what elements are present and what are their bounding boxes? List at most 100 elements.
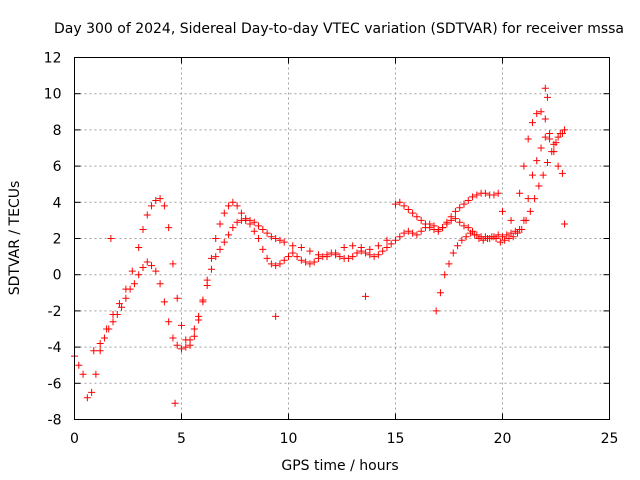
data-point bbox=[171, 399, 179, 407]
data-point bbox=[314, 251, 322, 259]
series-upper-branch bbox=[90, 108, 566, 355]
y-tick-label: 12 bbox=[44, 51, 62, 67]
data-point bbox=[554, 162, 562, 170]
data-point bbox=[392, 200, 399, 208]
data-point bbox=[526, 207, 534, 215]
data-point bbox=[349, 253, 357, 261]
data-point bbox=[362, 292, 370, 300]
chart-title: Day 300 of 2024, Sidereal Day-to-day VTE… bbox=[54, 21, 624, 37]
data-point bbox=[462, 233, 470, 241]
data-point bbox=[173, 294, 181, 302]
data-point bbox=[505, 235, 513, 242]
data-point bbox=[344, 254, 352, 262]
x-tick-label: 0 bbox=[70, 431, 79, 447]
data-point bbox=[396, 233, 404, 241]
data-point bbox=[561, 126, 569, 134]
data-point bbox=[541, 84, 549, 92]
data-point bbox=[539, 171, 547, 179]
data-point bbox=[513, 229, 521, 237]
data-point bbox=[552, 139, 560, 147]
data-point bbox=[537, 144, 545, 152]
data-point bbox=[225, 231, 233, 239]
data-point bbox=[267, 260, 275, 268]
data-point bbox=[543, 93, 551, 101]
data-points bbox=[71, 84, 569, 407]
data-point bbox=[182, 343, 190, 351]
y-axis-label: SDTVAR / TECUs bbox=[7, 181, 23, 296]
data-point bbox=[535, 182, 543, 190]
data-point bbox=[524, 135, 532, 143]
data-point bbox=[466, 229, 474, 237]
data-point bbox=[471, 231, 479, 239]
data-point bbox=[430, 225, 438, 233]
data-point bbox=[460, 200, 468, 208]
data-point bbox=[383, 244, 391, 252]
data-point bbox=[306, 247, 314, 255]
y-tick-label: 2 bbox=[53, 232, 62, 248]
data-point bbox=[182, 336, 190, 344]
data-point bbox=[494, 231, 502, 239]
data-point bbox=[212, 235, 220, 242]
x-axis-label: GPS time / hours bbox=[281, 458, 398, 474]
data-point bbox=[464, 224, 472, 232]
data-point bbox=[499, 233, 506, 241]
data-point bbox=[340, 244, 348, 252]
data-point bbox=[229, 198, 237, 206]
data-point bbox=[501, 236, 509, 244]
data-point bbox=[528, 171, 536, 179]
data-point bbox=[92, 370, 100, 378]
data-point bbox=[528, 119, 536, 127]
data-point bbox=[207, 254, 215, 262]
data-point bbox=[357, 244, 365, 252]
data-point bbox=[186, 341, 194, 349]
data-point bbox=[447, 213, 455, 221]
data-point bbox=[524, 195, 532, 203]
data-point bbox=[139, 225, 147, 233]
x-axis-ticks: 0 5 10 15 20 25 bbox=[70, 57, 618, 447]
data-point bbox=[88, 388, 96, 396]
data-point bbox=[109, 311, 117, 319]
data-point bbox=[135, 244, 143, 252]
data-point bbox=[156, 195, 164, 203]
data-point bbox=[499, 207, 506, 215]
data-point bbox=[165, 318, 173, 326]
data-point bbox=[349, 242, 357, 250]
data-point bbox=[289, 249, 297, 257]
data-point bbox=[139, 263, 147, 271]
data-point bbox=[494, 189, 502, 197]
data-point bbox=[96, 347, 104, 355]
data-point bbox=[297, 244, 305, 252]
data-point bbox=[400, 229, 408, 237]
data-point bbox=[276, 236, 284, 244]
data-point bbox=[400, 202, 408, 210]
data-point bbox=[302, 258, 310, 266]
data-point bbox=[490, 191, 498, 199]
data-point bbox=[242, 215, 250, 223]
data-point bbox=[449, 249, 457, 257]
series-outliers bbox=[107, 84, 569, 407]
data-point bbox=[436, 289, 444, 297]
data-point bbox=[417, 227, 425, 235]
data-point bbox=[83, 394, 91, 402]
data-point bbox=[255, 222, 263, 230]
data-point bbox=[75, 361, 83, 369]
data-point bbox=[280, 238, 288, 246]
data-point bbox=[451, 215, 459, 223]
data-point bbox=[178, 345, 185, 353]
data-point bbox=[409, 209, 417, 217]
y-tick-label: 4 bbox=[53, 195, 62, 211]
data-point bbox=[543, 158, 551, 166]
data-point bbox=[190, 332, 198, 340]
data-point bbox=[533, 157, 541, 165]
data-point bbox=[456, 204, 464, 212]
data-point bbox=[207, 265, 215, 273]
y-tick-label: -8 bbox=[48, 413, 62, 429]
data-point bbox=[122, 285, 130, 293]
data-point bbox=[546, 130, 554, 138]
data-point bbox=[96, 339, 104, 347]
data-point bbox=[267, 233, 275, 241]
data-point bbox=[445, 260, 453, 268]
data-point bbox=[520, 162, 528, 170]
data-point bbox=[522, 216, 530, 224]
data-point bbox=[383, 236, 391, 244]
